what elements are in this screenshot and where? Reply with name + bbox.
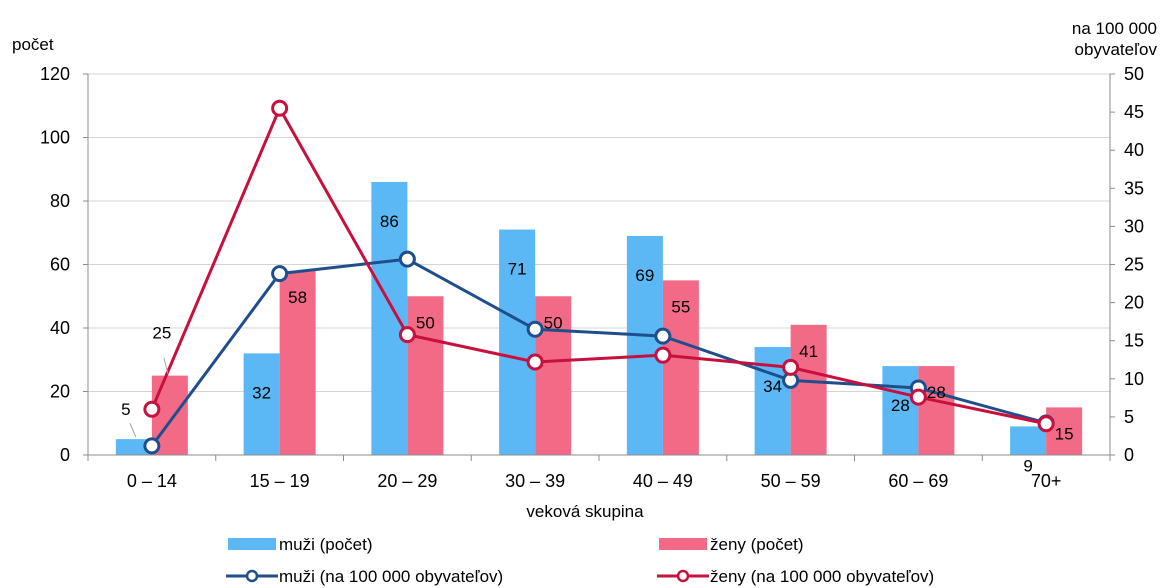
legend-swatch-zeny-pocet <box>659 538 707 550</box>
left-tick-label: 0 <box>60 445 70 465</box>
data-label-muzi: 32 <box>252 383 271 402</box>
line-marker-series-3 <box>782 358 800 376</box>
bars <box>115 181 1083 455</box>
bar-muzi-pocet <box>499 229 536 455</box>
legend-item-muzi-pocet: muži (počet) <box>228 535 373 554</box>
gridlines <box>88 73 1110 392</box>
x-tick-label: 20 – 29 <box>377 471 437 491</box>
line-marker-series-2 <box>271 265 289 283</box>
data-labels: 5 25 32 58 86 50 71 50 69 55 34 41 28 28 9 15 <box>121 212 1073 475</box>
legend-item-zeny-pocet: ženy (počet) <box>659 535 804 554</box>
left-tick-label: 80 <box>50 191 70 211</box>
line-marker-series-3 <box>526 353 544 371</box>
left-tick-label: 60 <box>50 255 70 275</box>
x-tick-label: 30 – 39 <box>505 471 565 491</box>
legend: muži (počet) ženy (počet) muži (na 100 0… <box>226 535 934 586</box>
line-marker-series-2 <box>398 250 416 268</box>
bar-zeny-pocet <box>1046 407 1083 455</box>
bar-muzi-pocet <box>626 235 663 455</box>
legend-label-muzi-na-100000: muži (na 100 000 obyvateľov) <box>279 567 503 586</box>
right-tick-label: 35 <box>1124 178 1144 198</box>
data-label-muzi: 28 <box>891 396 910 415</box>
legend-label-zeny-na-100000: ženy (na 100 000 obyvateľov) <box>710 567 934 586</box>
right-tick-label: 20 <box>1124 293 1144 313</box>
bar-zeny-pocet <box>279 270 316 455</box>
left-tick-label: 40 <box>50 318 70 338</box>
line-marker-series-2 <box>654 327 672 345</box>
leader-line <box>163 357 169 374</box>
data-label-zeny: 15 <box>1055 424 1074 443</box>
bar-muzi-pocet <box>882 366 919 455</box>
legend-label-zeny-pocet: ženy (počet) <box>710 535 804 554</box>
right-tick-label: 25 <box>1124 255 1144 275</box>
line-marker-series-3 <box>1037 415 1055 433</box>
bar-muzi-pocet <box>371 181 408 455</box>
line-marker-series-3 <box>654 346 672 364</box>
line-marker-series-3 <box>143 400 161 418</box>
bar-zeny-pocet <box>790 324 827 455</box>
data-label-zeny: 55 <box>671 297 690 316</box>
left-tick-label: 20 <box>50 382 70 402</box>
right-tick-label: 0 <box>1124 445 1134 465</box>
line-marker-series-3 <box>271 99 289 117</box>
right-tick-label: 40 <box>1124 140 1144 160</box>
bar-zeny-pocet <box>918 366 955 455</box>
x-tick-label: 0 – 14 <box>127 471 177 491</box>
leader-line <box>129 422 137 438</box>
legend-swatch-muzi-pocet <box>228 538 276 550</box>
x-tick-label: 60 – 69 <box>888 471 948 491</box>
x-tick-label: 15 – 19 <box>250 471 310 491</box>
line-marker-series-2 <box>526 320 544 338</box>
data-label-muzi: 69 <box>635 266 654 285</box>
bar-zeny-pocet <box>407 296 444 455</box>
right-tick-label: 45 <box>1124 102 1144 122</box>
legend-marker-muzi-na-100000 <box>245 569 259 583</box>
x-tick-label: 50 – 59 <box>761 471 821 491</box>
left-tick-label: 100 <box>40 128 70 148</box>
y-axis-title-right-line1: na 100 000 <box>1072 19 1157 38</box>
line-marker-series-3 <box>398 326 416 344</box>
left-tick-label: 120 <box>40 64 70 84</box>
data-label-muzi: 86 <box>380 212 399 231</box>
line-marker-series-3 <box>909 388 927 406</box>
bar-muzi-pocet <box>243 353 280 455</box>
right-tick-label: 50 <box>1124 64 1144 84</box>
data-label-zeny: 50 <box>416 313 435 332</box>
lines <box>143 99 1055 455</box>
y-axis-title-left: počet <box>12 35 54 54</box>
bar-zeny-pocet <box>535 296 572 455</box>
legend-item-muzi-na-100000: muži (na 100 000 obyvateľov) <box>226 567 503 586</box>
data-label-zeny: 50 <box>544 313 563 332</box>
legend-marker-zeny-na-100000 <box>676 569 690 583</box>
data-label-muzi: 9 <box>1023 456 1032 475</box>
data-label-muzi: 71 <box>508 260 527 279</box>
line-series-3 <box>150 106 1047 426</box>
data-label-zeny: 28 <box>927 383 946 402</box>
bar-zeny-pocet <box>662 280 699 455</box>
data-label-zeny: 58 <box>288 288 307 307</box>
data-label-zeny: 41 <box>799 342 818 361</box>
data-label-muzi: 34 <box>763 377 782 396</box>
line-marker-series-2 <box>143 437 161 455</box>
right-tick-label: 30 <box>1124 216 1144 236</box>
x-tick-label: 40 – 49 <box>633 471 693 491</box>
x-axis-title: veková skupina <box>526 502 644 521</box>
x-tick-label: 70+ <box>1031 471 1062 491</box>
legend-item-zeny-na-100000: ženy (na 100 000 obyvateľov) <box>657 567 934 586</box>
bar-muzi-pocet <box>115 439 152 455</box>
right-tick-label: 5 <box>1124 407 1134 427</box>
data-label-zeny: 25 <box>152 324 171 343</box>
legend-label-muzi-pocet: muži (počet) <box>279 535 373 554</box>
axes: 0 20 40 60 80 100 120 0 5 10 15 20 25 30 35 40 45 50 0 – 1… <box>40 64 1144 491</box>
y-axis-title-right-line2: obyvateľov <box>1075 40 1158 59</box>
bar-muzi-pocet <box>1010 426 1047 455</box>
data-label-muzi: 5 <box>121 400 130 419</box>
right-tick-label: 10 <box>1124 369 1144 389</box>
right-tick-label: 15 <box>1124 331 1144 351</box>
line-series-2 <box>150 257 1047 447</box>
